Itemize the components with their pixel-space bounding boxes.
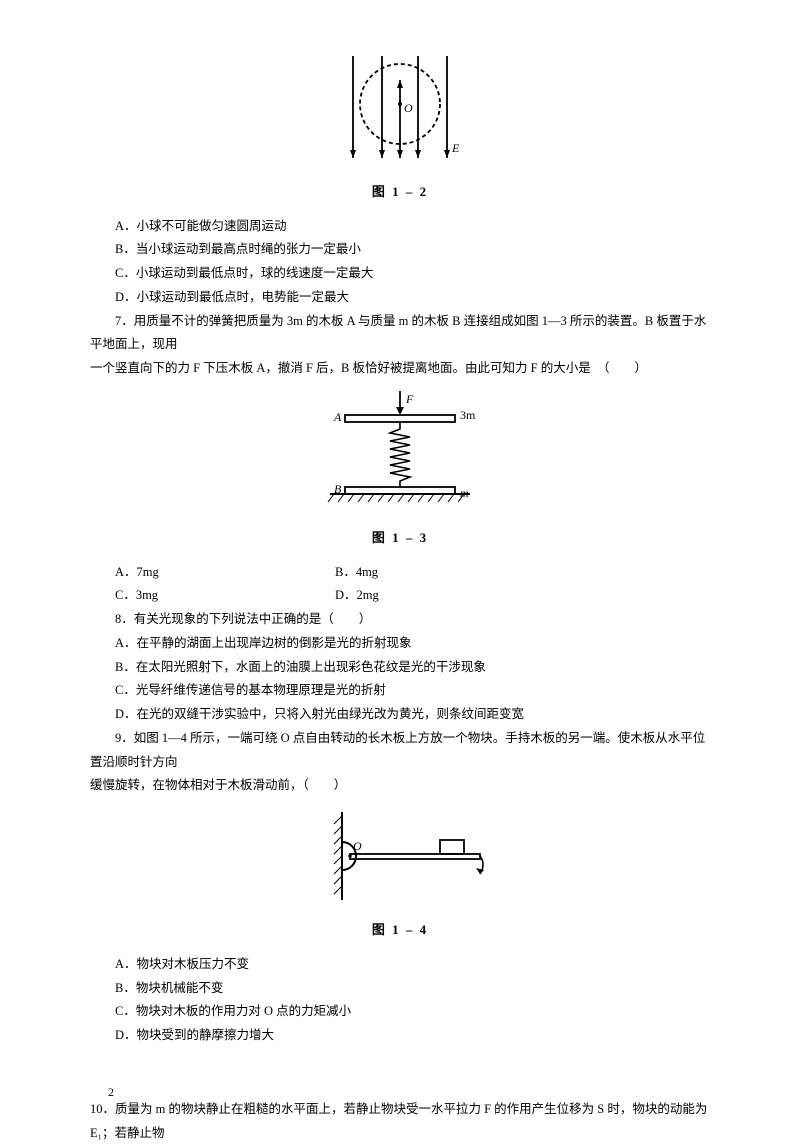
q8-opt-d: D．在光的双缝干涉实验中，只将入射光由绿光改为黄光，则条纹间距变宽 [90, 703, 710, 727]
q6-opt-c: C．小球运动到最低点时，球的线速度一定最大 [90, 262, 710, 286]
figure-1-4: O [90, 804, 710, 914]
figure-1-2: O E [90, 46, 710, 176]
figure-1-2-caption: 图 1 – 2 [90, 180, 710, 205]
q7-opt-a: A．7mg [115, 561, 335, 585]
svg-text:O: O [353, 839, 362, 853]
q8-opt-c: C．光导纤维传递信号的基本物理原理是光的折射 [90, 679, 710, 703]
q7-opt-d: D．2mg [335, 584, 555, 608]
figure-1-3: F A 3m B m [90, 387, 710, 522]
q7-stem-2: 一个竖直向下的力 F 下压木板 A，撤消 F 后，B 板恰好被提离地面。由此可知… [90, 357, 710, 381]
q7-opt-c: C．3mg [115, 584, 335, 608]
q9-opt-d: D．物块受到的静摩擦力增大 [90, 1024, 710, 1048]
q7-opt-b: B．4mg [335, 561, 555, 585]
svg-text:F: F [405, 392, 414, 406]
q6-opt-a: A．小球不可能做匀速圆周运动 [90, 215, 710, 239]
q10-stem: 10．质量为 m 的物块静止在粗糙的水平面上，若静止物块受一水平拉力 F 的作用… [90, 1098, 710, 1145]
svg-text:O: O [404, 101, 413, 115]
q8-opt-b: B．在太阳光照射下，水面上的油膜上出现彩色花纹是光的干涉现象 [90, 656, 710, 680]
q8-opt-a: A．在平静的湖面上出现岸边树的倒影是光的折射现象 [90, 632, 710, 656]
q9-opt-a: A．物块对木板压力不变 [90, 953, 710, 977]
q9-stem-1: 9．如图 1—4 所示，一端可绕 O 点自由转动的长木板上方放一个物块。手持木板… [90, 727, 710, 775]
q9-opt-c: C．物块对木板的作用力对 O 点的力矩减小 [90, 1000, 710, 1024]
q6-opt-b: B．当小球运动到最高点时绳的张力一定最小 [90, 238, 710, 262]
q6-opt-d: D．小球运动到最低点时，电势能一定最大 [90, 286, 710, 310]
figure-1-4-caption: 图 1 – 4 [90, 918, 710, 943]
q7-stem-1: 7．用质量不计的弹簧把质量为 3m 的木板 A 与质量 m 的木板 B 连接组成… [90, 310, 710, 358]
svg-text:3m: 3m [460, 408, 476, 422]
svg-text:E: E [451, 141, 460, 155]
svg-text:A: A [333, 410, 342, 424]
q9-opt-b: B．物块机械能不变 [90, 977, 710, 1001]
figure-1-3-caption: 图 1 – 3 [90, 526, 710, 551]
q9-stem-2: 缓慢旋转，在物体相对于木板滑动前，（ ） [90, 774, 710, 798]
page-number: 2 [108, 1081, 114, 1104]
q8-stem: 8．有关光现象的下列说法中正确的是（ ） [90, 608, 710, 632]
